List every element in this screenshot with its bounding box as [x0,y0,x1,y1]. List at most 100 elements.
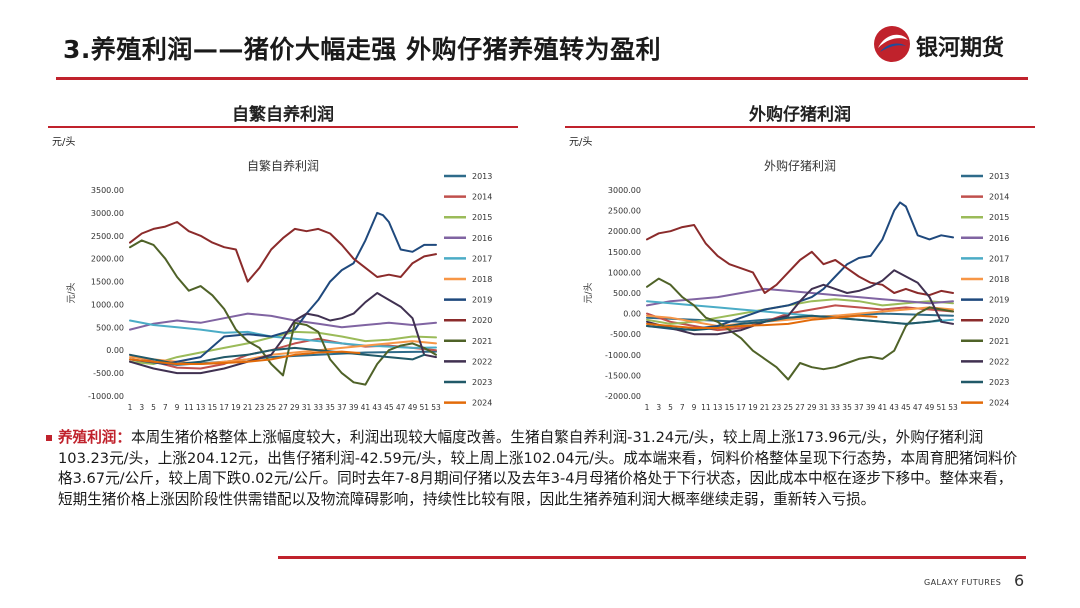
legend-label-2016: 2016 [472,234,492,243]
footer-rule [278,556,1026,559]
panel-title: 外购仔猪利润 [749,105,851,125]
series-line-2020 [646,224,954,297]
panel-rule [48,126,518,128]
chart-panel-self-breeding: 自繁自养利润 元/头 自繁自养利润 元/头 3500.00 3000.00 2500.0… [48,98,518,428]
series-line-2021 [129,239,437,386]
chart-self-breeding-profit: 自繁自养利润元/头3500.003000.002500.002000.00150… [66,158,492,412]
y-tick-label: -1000.00 [605,351,641,360]
x-tick-label: 21 [760,403,770,412]
chart-title: 外购仔猪利润 [764,158,836,173]
brand-logo: 银河期货 [872,24,1032,68]
x-tick-label: 13 [196,403,206,412]
series-line-2018 [646,306,954,327]
x-tick-label: 3 [139,403,144,412]
x-tick-label: 49 [925,403,935,412]
x-tick-label: 9 [175,403,180,412]
legend-label-2024: 2024 [472,399,492,408]
series-line-2021 [646,277,954,381]
chart-title: 自繁自养利润 [247,158,319,173]
legend-label-2013: 2013 [472,172,492,181]
legend-label-2017: 2017 [989,254,1009,263]
legend-label-2022: 2022 [472,357,492,366]
x-tick-label: 23 [772,403,782,412]
series-line-2024 [646,314,878,329]
legend-label-2014: 2014 [989,193,1009,202]
x-tick-label: 25 [266,403,276,412]
unit-label: 元/头 [52,137,76,148]
legend-label-2022: 2022 [989,357,1009,366]
legend-label-2019: 2019 [989,296,1009,305]
x-tick-label: 51 [419,403,429,412]
x-tick-label: 53 [948,403,958,412]
y-tick-label: -1500.00 [605,371,641,380]
series-line-2022 [646,269,954,336]
y-tick-label: 500.00 [613,289,641,298]
x-tick-label: 51 [936,403,946,412]
series-line-2019 [129,211,437,365]
legend-label-2016: 2016 [989,234,1009,243]
x-tick-label: 23 [255,403,265,412]
analysis-paragraph: 养殖利润：本周生猪价格整体上涨幅度较大，利润出现较大幅度改善。生猪自繁自养利润-… [46,428,1018,510]
x-tick-label: 43 [889,403,899,412]
x-tick-label: 17 [736,403,746,412]
x-tick-label: 1 [645,403,650,412]
x-tick-label: 19 [231,403,241,412]
chart-panel-purchased-piglet: 外购仔猪利润 元/头 外购仔猪利润 元/头 3000.00 2500.00 2000.0… [565,98,1035,428]
y-tick-label: 3500.00 [91,186,124,195]
series-line-2016 [129,312,437,331]
bullet-icon [46,435,52,441]
x-tick-label: 41 [878,403,888,412]
page-number: 6 [1014,571,1025,590]
y-tick-label: 2000.00 [608,227,641,236]
legend-label-2013: 2013 [989,172,1009,181]
chart-purchased-piglet-profit: 外购仔猪利润元/头3000.002500.002000.001500.00100… [583,158,1009,412]
x-tick-label: 5 [668,403,673,412]
x-tick-label: 53 [431,403,441,412]
x-tick-label: 39 [349,403,359,412]
y-tick-label: -500.00 [610,330,641,339]
y-tick-label: 500.00 [96,323,124,332]
x-tick-label: 41 [361,403,371,412]
series-line-2015 [129,330,437,365]
series-line-2023 [646,314,943,332]
x-tick-label: 33 [314,403,324,412]
x-tick-label: 15 [208,403,218,412]
x-tick-label: 27 [278,403,288,412]
x-tick-label: 45 [384,403,394,412]
y-axis-label: 元/头 [583,282,594,303]
x-tick-label: 25 [783,403,793,412]
x-tick-label: 15 [725,403,735,412]
legend-label-2014: 2014 [472,193,492,202]
title-underline [56,77,1028,80]
y-tick-label: 0.00 [106,346,124,355]
series-line-2014 [646,304,954,332]
x-tick-label: 31 [819,403,829,412]
x-tick-label: 27 [795,403,805,412]
series-line-2024 [129,350,361,365]
panel-title: 自繁自养利润 [232,105,334,125]
legend-label-2017: 2017 [472,254,492,263]
x-tick-label: 37 [854,403,864,412]
x-tick-label: 29 [807,403,817,412]
legend-label-2020: 2020 [472,316,492,325]
legend-label-2018: 2018 [989,275,1009,284]
y-tick-label: -2000.00 [605,392,641,401]
x-tick-label: 31 [302,403,312,412]
legend-label-2015: 2015 [989,213,1009,222]
x-tick-label: 7 [680,403,685,412]
x-tick-label: 3 [656,403,661,412]
y-tick-label: -500.00 [93,369,124,378]
legend-label-2023: 2023 [472,378,492,387]
series-line-2015 [646,298,954,325]
x-tick-label: 13 [713,403,723,412]
galaxy-logo-icon [874,26,910,62]
y-tick-label: 1500.00 [91,278,124,287]
x-tick-label: 37 [337,403,347,412]
x-tick-label: 43 [372,403,382,412]
x-tick-label: 11 [701,403,711,412]
y-tick-label: 1000.00 [608,268,641,277]
footer-brand: GALAXY FUTURES [924,578,1002,587]
legend-label-2024: 2024 [989,399,1009,408]
legend-label-2019: 2019 [472,296,492,305]
analysis-text: 本周生猪价格整体上涨幅度较大，利润出现较大幅度改善。生猪自繁自养利润-31.24… [58,429,1018,508]
